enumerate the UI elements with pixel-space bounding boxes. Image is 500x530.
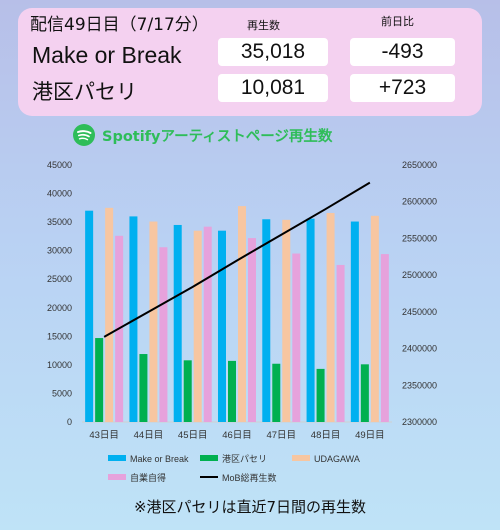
bar-3 [282,219,291,422]
spotify-logo-icon [73,124,95,146]
right-axis-tick-label: 2650000 [402,160,437,170]
diff-minato-parsley: +723 [350,74,455,102]
bar-2 [228,360,236,422]
bar-4 [248,238,256,422]
bar-1 [173,224,182,422]
right-axis-tick-label: 2600000 [402,197,437,207]
x-tick-label: 49日目 [355,430,385,441]
diff-column-header: 前日比 [381,15,414,28]
bar-2 [139,354,148,422]
legend-swatch [108,455,126,461]
x-tick-label: 43日目 [89,430,119,441]
x-tick-label: 45日目 [178,430,208,441]
legend-swatch [200,455,218,461]
plays-column-header: 再生数 [247,19,280,32]
right-axis-tick-label: 2450000 [402,307,437,317]
bar-4 [159,247,168,422]
bar-1 [218,230,226,422]
chart-title: Spotifyアーティストページ再生数 [72,121,432,149]
bar-2 [316,368,325,422]
row-name-minato-parsley: 港区パセリ [32,80,137,104]
mob-total-line [103,181,371,338]
x-tick-label: 44日目 [134,430,164,441]
left-axis-tick-label: 15000 [47,331,72,341]
left-axis-tick-label: 5000 [52,388,72,398]
plays-chart: 0 5000 10000 15000 20000 25000 30000 35000 40000… [47,160,437,483]
right-axis-tick-label: 2350000 [402,380,437,390]
header-title: 配信49日目（7/17分） [30,15,209,35]
bar-1 [85,210,94,422]
bar-1 [306,218,315,422]
right-axis-tick-label: 2550000 [402,233,437,243]
bar-1 [262,219,271,422]
left-axis-tick-label: 35000 [47,217,72,227]
bar-3 [326,212,335,422]
row-name-make-or-break: Make or Break [32,42,182,68]
bar-2 [183,360,192,422]
x-tick-label: 48日目 [311,430,341,441]
bar-2 [360,364,369,422]
x-tick-label: 46日目 [222,430,252,441]
bar-4 [380,254,389,422]
left-axis-tick-label: 40000 [47,189,72,199]
left-axis-tick-label: 30000 [47,246,72,256]
legend-swatch [108,474,126,480]
bar-3 [238,206,246,422]
bar-3 [370,215,379,422]
left-axis-tick-label: 10000 [47,360,72,370]
legend-label: 港区パセリ [222,453,267,464]
left-axis-tick-label: 45000 [47,160,72,170]
plays-make-or-break: 35,018 [218,38,328,66]
legend-swatch [292,455,310,461]
legend-label: UDAGAWA [314,454,360,464]
left-axis-tick-label: 20000 [47,303,72,313]
bar-4 [203,226,212,422]
left-axis-tick-label: 25000 [47,274,72,284]
bar-2 [95,338,104,422]
right-axis-tick-label: 2500000 [402,270,437,280]
bar-3 [149,221,158,422]
legend-label: MoB総再生数 [222,472,277,483]
bar-1 [350,221,359,422]
right-axis-tick-label: 2400000 [402,344,437,354]
x-tick-label: 47日目 [266,430,296,441]
bar-3 [193,230,202,422]
left-axis-tick-label: 0 [67,417,72,427]
legend-label: Make or Break [130,454,189,464]
bar-2 [272,363,281,422]
bar-4 [336,264,345,422]
right-axis-tick-label: 2300000 [402,417,437,427]
footnote: ※港区パセリは直近7日間の再生数 [133,498,367,516]
plays-minato-parsley: 10,081 [218,74,328,102]
legend-label: 自業自得 [130,472,166,483]
bar-4 [292,253,301,422]
chart-title-text: Spotifyアーティストページ再生数 [102,128,333,145]
bar-3 [105,207,114,422]
diff-make-or-break: -493 [350,38,455,66]
